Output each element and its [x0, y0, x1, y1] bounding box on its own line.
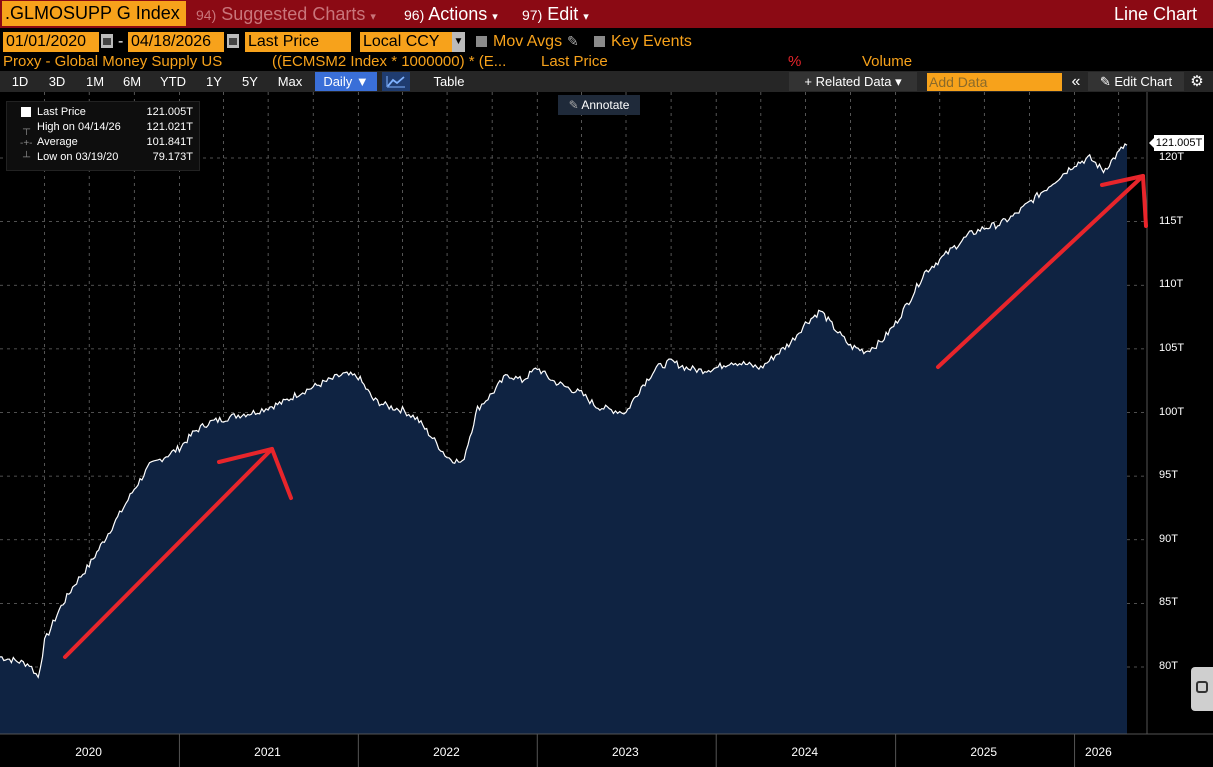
dropdown-arrow-icon: ▾	[583, 11, 589, 23]
title-bar	[0, 0, 1213, 28]
red-arrow-right-head-1	[1100, 174, 1145, 187]
legend-value-average: 101.841T	[146, 136, 193, 148]
legend-value-last: 121.005T	[146, 106, 193, 118]
edit-chart-button[interactable]: ✎ Edit Chart	[1088, 72, 1184, 91]
y-tick-label: 85T	[1159, 596, 1178, 609]
range-5y[interactable]: 5Y	[242, 74, 258, 89]
money-supply-line	[0, 142, 1128, 679]
dropdown-arrow-icon: ▾	[370, 11, 376, 23]
legend-value-high: 121.021T	[146, 121, 193, 133]
suggested-charts-label: Suggested Charts	[221, 4, 366, 24]
y-tick-label: 105T	[1159, 341, 1185, 354]
range-max[interactable]: Max	[277, 74, 303, 89]
last-value-pointer	[1149, 138, 1154, 148]
dropdown-arrow-icon: ▾	[492, 11, 498, 23]
edit-label: Edit	[547, 4, 579, 24]
low-marker-icon: ┴	[23, 152, 31, 163]
actions-menu[interactable]: 96) Actions ▾	[404, 3, 498, 25]
calendar-icon[interactable]	[227, 34, 239, 48]
table-button[interactable]: Table	[433, 74, 465, 89]
percent-toggle[interactable]: %	[788, 53, 802, 70]
edit-menu[interactable]: 97) Edit ▾	[522, 3, 589, 25]
ticker-field[interactable]: .GLMOSUPP G Index	[2, 1, 186, 26]
price-field-select[interactable]: Last Price	[245, 32, 351, 52]
chevron-down-icon[interactable]: ▼	[452, 32, 465, 52]
calendar-icon[interactable]	[101, 34, 113, 48]
pencil-icon: ✎	[568, 98, 579, 112]
range-1y[interactable]: 1Y	[206, 74, 222, 89]
range-ytd[interactable]: YTD	[160, 74, 186, 89]
annotate-button[interactable]: ✎ Annotate	[558, 95, 640, 115]
red-arrow-right	[936, 174, 1145, 369]
mov-avgs-label[interactable]: Mov Avgs	[493, 33, 563, 50]
y-tick-label: 110T	[1159, 278, 1184, 291]
red-arrow-right-head-2	[1141, 174, 1148, 228]
side-panel-toggle[interactable]	[1191, 667, 1213, 711]
price-chart[interactable]	[0, 92, 1213, 767]
date-separator: -	[118, 33, 124, 50]
chart-legend[interactable]: Last Price 121.005T ┬ High on 04/14/26 1…	[6, 101, 200, 171]
annotation-arrows	[63, 174, 1148, 659]
red-arrow-left-head-1	[217, 447, 274, 464]
x-axis-separators	[178, 734, 1076, 767]
end-date-field[interactable]: 04/18/2026	[128, 32, 224, 52]
x-tick-label: 2024	[791, 745, 819, 759]
high-marker-icon: ┬	[23, 124, 31, 135]
x-tick-label: 2021	[254, 745, 281, 759]
collapse-icon[interactable]: «	[1071, 73, 1081, 90]
y-tick-label: 95T	[1159, 469, 1178, 482]
series-formula[interactable]: ((ECMSM2 Index * 1000000) * (E...	[272, 53, 507, 70]
legend-label-average: Average	[37, 136, 78, 148]
money-supply-area	[0, 143, 1127, 734]
actions-number: 96)	[404, 7, 425, 23]
suggested-charts-number: 94)	[196, 7, 217, 23]
y-tick-label: 90T	[1159, 532, 1178, 545]
x-tick-label: 2022	[433, 745, 460, 759]
x-tick-label: 2026	[1085, 745, 1112, 759]
related-data-button[interactable]: + Related Data ▾	[789, 72, 917, 91]
chart-type-label: Line Chart	[1113, 4, 1197, 24]
series-description: Proxy - Global Money Supply US	[3, 53, 223, 70]
range-1m[interactable]: 1M	[85, 74, 105, 89]
y-tick-label: 80T	[1159, 660, 1178, 672]
legend-label-low: Low on 03/19/20	[37, 151, 119, 163]
legend-value-low: 79.173T	[152, 151, 193, 163]
currency-select[interactable]: Local CCY	[360, 32, 452, 52]
range-1d[interactable]: 1D	[11, 74, 29, 89]
mov-avgs-checkbox[interactable]	[476, 36, 487, 47]
annotate-label: Annotate	[581, 98, 630, 112]
series-field[interactable]: Last Price	[541, 53, 608, 70]
legend-swatch	[21, 107, 31, 117]
volume-label[interactable]: Volume	[862, 53, 913, 70]
actions-label: Actions	[428, 4, 488, 24]
average-marker-icon: -+-	[20, 138, 33, 149]
range-3d[interactable]: 3D	[48, 74, 66, 89]
pencil-icon[interactable]: ✎	[567, 33, 579, 49]
y-tick-label: 115T	[1159, 214, 1184, 227]
x-tick-label: 2020	[75, 745, 102, 759]
last-value-tag: 121.005T	[1154, 135, 1204, 151]
start-date-field[interactable]: 01/01/2020	[3, 32, 99, 52]
y-tick-label: 100T	[1159, 405, 1185, 418]
range-6m[interactable]: 6M	[122, 74, 142, 89]
key-events-checkbox[interactable]	[594, 36, 605, 47]
red-arrow-left-head-2	[270, 447, 293, 500]
gear-icon[interactable]: ⚙	[1190, 73, 1204, 90]
legend-label-high: High on 04/14/26	[37, 121, 121, 133]
y-tick-label: 120T	[1159, 151, 1185, 163]
frequency-select[interactable]: Daily ▼	[315, 72, 377, 91]
edit-number: 97)	[522, 7, 543, 23]
legend-label-last: Last Price	[37, 106, 86, 118]
key-events-label[interactable]: Key Events	[611, 33, 692, 50]
x-tick-label: 2023	[612, 745, 639, 759]
line-chart-icon[interactable]	[382, 72, 410, 91]
add-data-input[interactable]: Add Data	[927, 73, 1062, 91]
red-arrow-left	[63, 447, 274, 659]
x-tick-label: 2025	[970, 745, 998, 759]
suggested-charts-menu[interactable]: 94) Suggested Charts ▾	[196, 3, 376, 25]
